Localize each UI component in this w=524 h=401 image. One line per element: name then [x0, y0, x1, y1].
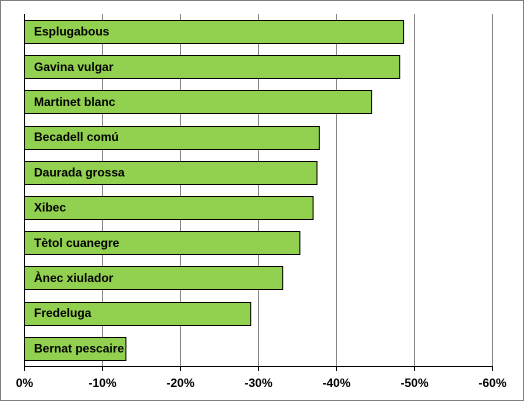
bar-category-label: Becadell comú: [34, 130, 119, 144]
bar-category-label: Xibec: [34, 201, 66, 215]
label-layer: Esplugabous Gavina vulgar Martinet blanc Be…: [34, 25, 125, 356]
bar: [24, 302, 252, 326]
bar-category-label: Esplugabous: [34, 25, 110, 39]
x-tick-label: -40%: [322, 376, 350, 390]
bar: [24, 266, 284, 290]
x-tick-label: -60%: [478, 376, 506, 390]
bar-category-label: Fredeluga: [34, 306, 92, 320]
tick-layer: 0% -10% -20% -30% -40% -50% -60%: [16, 366, 507, 390]
x-tick-label: -10%: [88, 376, 116, 390]
bar: [24, 90, 373, 114]
bar: [24, 231, 301, 255]
x-tick-label: 0%: [16, 376, 34, 390]
bar: [24, 20, 405, 44]
x-tick-label: -50%: [400, 376, 428, 390]
bar: [24, 126, 320, 150]
bar-category-label: Martinet blanc: [34, 95, 116, 109]
bar-category-label: Daurada grossa: [34, 165, 125, 179]
x-tick-label: -30%: [244, 376, 272, 390]
bar-category-label: Ànec xiulador: [34, 270, 114, 285]
bar: [24, 196, 314, 220]
bar-category-label: Tètol cuanegre: [34, 236, 120, 250]
bar-category-label: Gavina vulgar: [34, 60, 114, 74]
x-tick-label: -20%: [166, 376, 194, 390]
bar-layer: [24, 20, 405, 361]
bar: [24, 337, 127, 361]
bar-category-label: Bernat pescaire: [34, 341, 124, 355]
bar: [24, 161, 318, 185]
bar: [24, 55, 401, 79]
